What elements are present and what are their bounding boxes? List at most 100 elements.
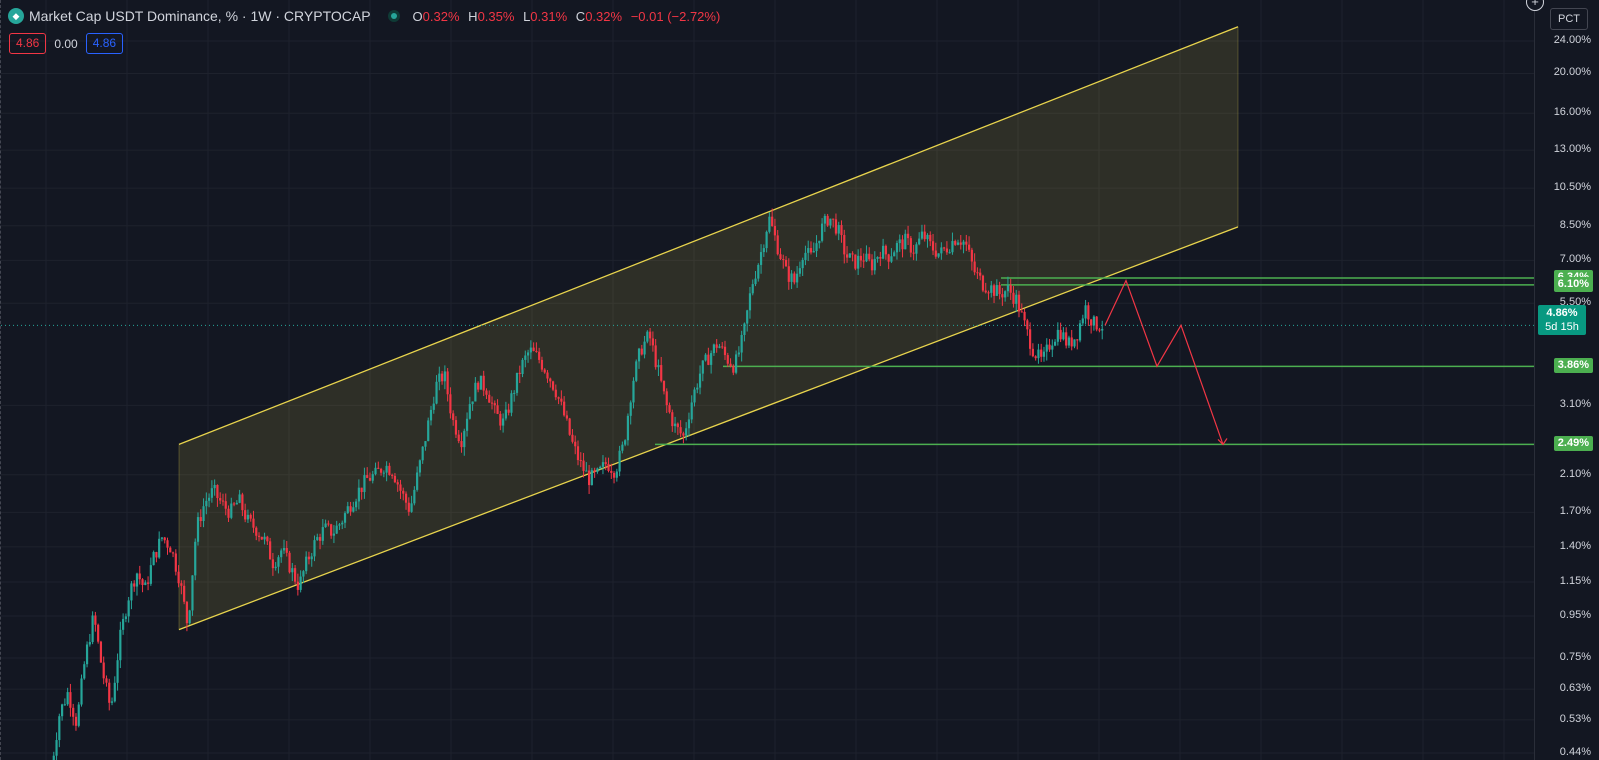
diamond-icon[interactable]: ◆ [8,8,24,24]
candle-body [133,583,136,587]
scale-mode-button[interactable]: PCT [1550,8,1588,30]
candle-body [244,510,247,520]
buy-value-box[interactable]: 4.86 [85,33,124,54]
candle-body [599,466,602,469]
price-axis[interactable]: 24.00% 20.00% 16.00% 13.00% 10.50% 8.50% 7.00%… [1534,0,1599,760]
candle-body [812,251,815,253]
candle-body [915,244,918,254]
candle-body [330,524,333,536]
candle-body [1090,319,1093,326]
candle-body [99,641,103,663]
candle-body [746,310,749,324]
candle-body [990,285,993,293]
candle-body [402,490,405,494]
candle-body [959,242,962,245]
candle-body [355,501,358,508]
candle-body [1031,348,1034,357]
candle-body [393,475,397,483]
candle-body [529,347,532,353]
candle-body [646,331,649,342]
chart-title[interactable]: Market Cap USDT Dominance, % · 1W · CRYP… [29,8,371,24]
candle-body [887,254,890,262]
candle-body [180,583,183,586]
price-tick-label: 1.15% [1559,574,1591,587]
candle-body [338,524,341,526]
candle-body [1062,332,1065,340]
candle-body [1017,294,1021,312]
candle-body [438,373,441,382]
candle-body [460,441,463,448]
candle-body [196,517,200,542]
candle-body [213,484,216,489]
candle-body [122,618,125,630]
candle-body [499,413,502,426]
candle-body [635,361,638,381]
candle-body [166,540,169,548]
candle-body [854,254,857,269]
candle-body [199,517,202,522]
candle-body [890,256,893,262]
price-tick-label: 1.70% [1559,505,1591,518]
candle-body [682,433,685,436]
price-chart[interactable] [1,0,1535,760]
candle-body [981,275,985,291]
candle-body [976,272,979,274]
candle-body [718,346,721,348]
candle-body [632,380,635,403]
candle-body [918,238,921,245]
candle-body [906,233,910,239]
candle-body [432,403,435,410]
candle-body [895,243,899,253]
candle-body [651,338,654,346]
candle-body [454,420,458,435]
candle-body [970,249,973,262]
price-tick-label: 0.95% [1559,608,1591,621]
candle-body [882,245,885,259]
candle-body [940,247,943,254]
candle-body [834,219,838,234]
candle-body [735,354,738,373]
candle-body [1056,329,1059,342]
candle-body [679,427,682,434]
candle-body [269,541,272,560]
candle-body [332,533,336,536]
candle-body [873,258,876,271]
candle-body [796,273,799,283]
candle-body [171,552,175,554]
candle-body [723,346,727,356]
candle-body [446,371,449,395]
sell-value-box[interactable]: 4.86 [9,33,47,54]
candle-body [715,344,718,348]
candle-body [149,565,152,584]
market-status-icon[interactable] [387,10,400,22]
candle-body [80,678,83,705]
candle-body [488,394,491,403]
chart-area[interactable] [0,0,1535,760]
candle-body [701,360,704,374]
candle-body [119,629,122,661]
candle-body [310,556,313,560]
candle-body [779,254,782,260]
candle-body [163,537,166,541]
candle-body [429,409,433,421]
candle-body [926,234,929,240]
candle-body [452,413,455,421]
candle-body [496,405,499,414]
candle-body [857,255,860,269]
candle-body [1067,337,1071,346]
candle-body [110,701,114,703]
candle-body [1065,332,1068,346]
projection-arrowhead-icon [1217,438,1228,446]
candle-body [607,464,610,471]
candle-body [241,494,244,511]
candle-body [668,405,671,413]
price-tick-label: 0.75% [1559,651,1591,664]
candle-body [238,494,241,503]
candle-body [793,273,796,283]
candle-body [266,536,269,542]
candle-body [293,568,297,582]
candle-body [280,550,283,558]
candle-body [66,692,69,705]
candle-body [665,391,668,406]
candle-body [524,355,527,360]
